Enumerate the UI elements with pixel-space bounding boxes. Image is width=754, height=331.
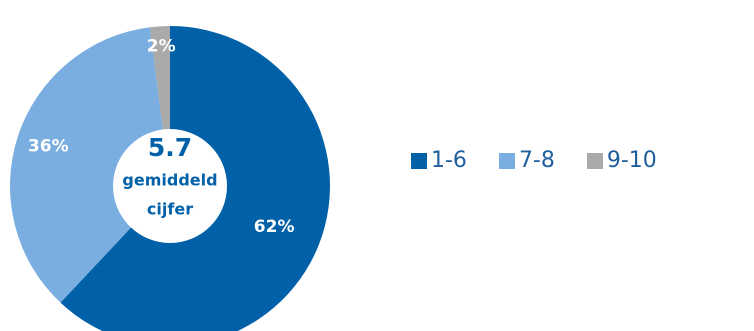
pie-slice-7-8 (10, 27, 171, 303)
center-average-value: 5.7 (148, 133, 192, 162)
legend-item-9-10: 9-10 (586, 148, 657, 174)
center-caption-line-1: gemiddeld (122, 171, 217, 190)
legend-swatch-7-8 (498, 153, 515, 169)
center-caption-line-2: cijfer (147, 200, 193, 219)
legend-label-7-8: 7-8 (518, 148, 555, 173)
legend: 1-6 7-8 9-10 (411, 148, 689, 174)
pie-chart-svg: 62% 36% 2% 5.7 gemiddeld cijfer (10, 26, 330, 331)
legend-item-1-6: 1-6 (411, 148, 467, 174)
donut-hole (113, 129, 227, 243)
legend-label-9-10: 9-10 (606, 148, 657, 173)
legend-item-7-8: 7-8 (498, 148, 555, 174)
slice-label-9-10: 2% (147, 36, 176, 56)
legend-swatch-1-6 (411, 153, 427, 169)
slice-label-1-6: 62% (254, 217, 295, 237)
legend-swatch-9-10 (586, 153, 603, 169)
legend-label-1-6: 1-6 (431, 148, 467, 173)
slice-labels: 62% 36% 2% (28, 36, 295, 237)
slice-label-7-8: 36% (28, 136, 69, 156)
